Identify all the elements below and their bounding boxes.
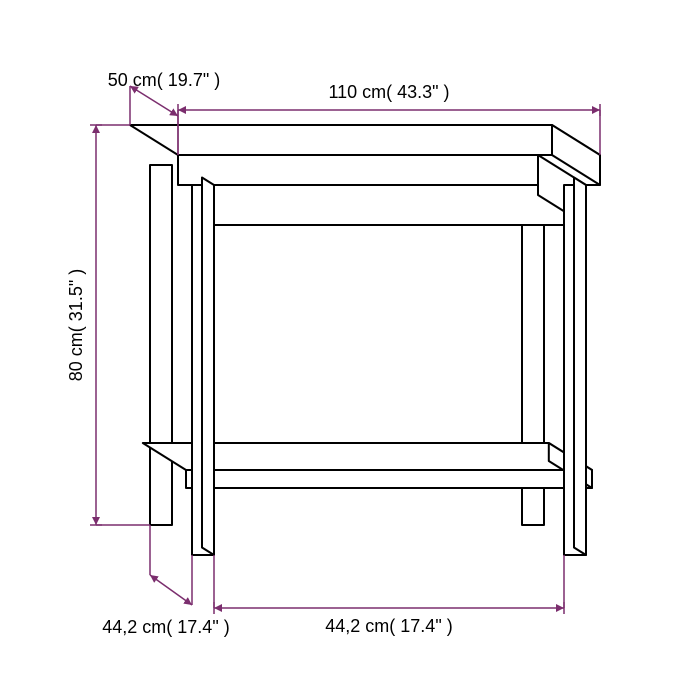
- dimension-drawing: 50 cm( 19.7" ) 110 cm( 43.3" ) 80 cm( 31.5…: [0, 0, 700, 700]
- dim-height-label: 80 cm( 31.5" ): [66, 269, 86, 381]
- dim-inner-depth-label: 44,2 cm( 17.4" ): [102, 617, 229, 637]
- dim-inner-width-label: 44,2 cm( 17.4" ): [325, 616, 452, 636]
- dim-width-label: 110 cm( 43.3" ): [328, 82, 449, 102]
- dim-depth-label: 50 cm( 19.7" ): [108, 70, 220, 90]
